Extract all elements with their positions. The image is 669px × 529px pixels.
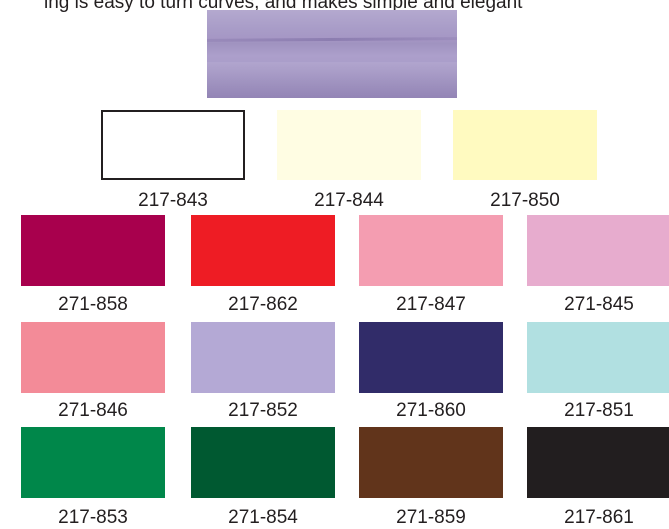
swatch-code-label: 217-851 <box>564 400 634 421</box>
color-swatch-217-844 <box>277 110 421 180</box>
color-swatch-271-846 <box>21 322 165 393</box>
color-swatch-271-858 <box>21 215 165 286</box>
color-swatch-217-847 <box>359 215 503 286</box>
swatch-code-label: 217-843 <box>138 190 208 211</box>
swatch-code-label: 271-846 <box>58 400 128 421</box>
swatch-code-label: 271-845 <box>564 294 634 315</box>
swatch-code-label: 271-854 <box>228 507 298 528</box>
color-swatch-217-851 <box>527 322 669 393</box>
swatch-code-label: 217-850 <box>490 190 560 211</box>
color-swatch-271-845 <box>527 215 669 286</box>
color-swatch-271-854 <box>191 427 335 498</box>
swatch-code-label: 217-861 <box>564 507 634 528</box>
ribbon-fold-line <box>207 37 457 42</box>
color-swatch-271-860 <box>359 322 503 393</box>
color-swatch-217-850 <box>453 110 597 180</box>
color-swatch-271-859 <box>359 427 503 498</box>
ribbon-sample-image <box>207 10 457 98</box>
color-swatch-217-852 <box>191 322 335 393</box>
ribbon-shading <box>207 62 457 98</box>
swatch-code-label: 271-860 <box>396 400 466 421</box>
swatch-code-label: 217-844 <box>314 190 384 211</box>
color-swatch-217-853 <box>21 427 165 498</box>
color-swatch-217-861 <box>527 427 669 498</box>
swatch-code-label: 217-853 <box>58 507 128 528</box>
swatch-code-label: 271-858 <box>58 294 128 315</box>
swatch-code-label: 217-847 <box>396 294 466 315</box>
swatch-code-label: 271-859 <box>396 507 466 528</box>
header-text: ing is easy to turn curves, and makes si… <box>44 0 523 13</box>
swatch-code-label: 217-862 <box>228 294 298 315</box>
swatch-code-label: 217-852 <box>228 400 298 421</box>
color-swatch-217-843 <box>101 110 245 180</box>
color-swatch-217-862 <box>191 215 335 286</box>
